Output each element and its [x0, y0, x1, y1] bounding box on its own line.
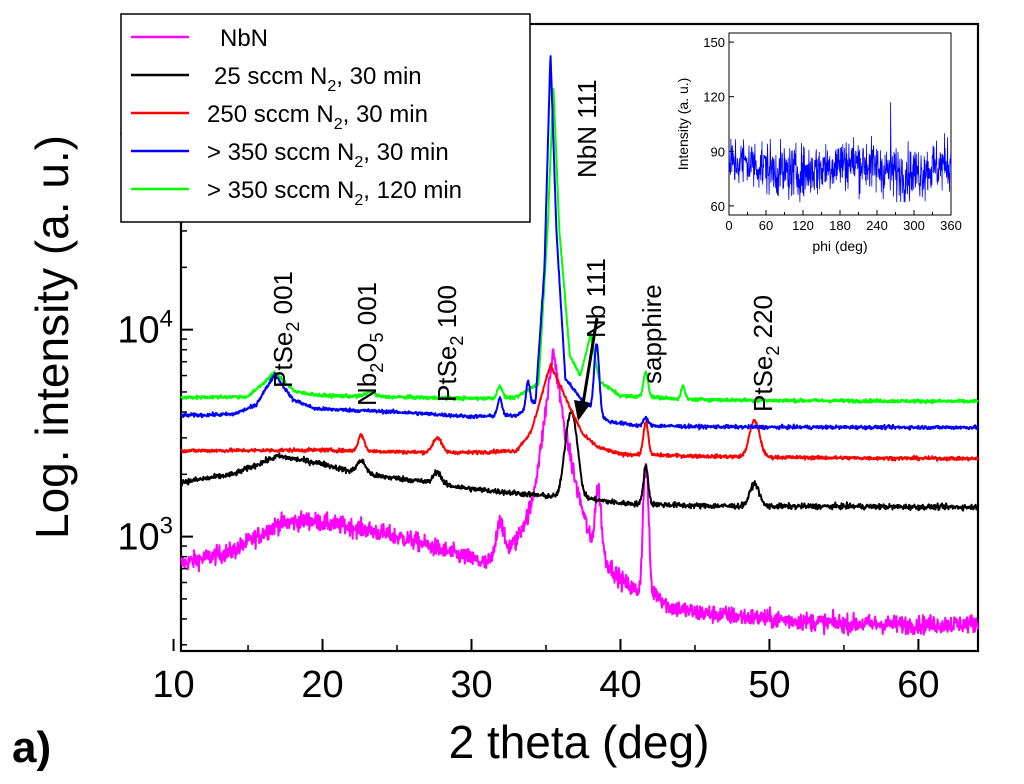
annotation-nb2o5-001: Nb2O5 001 [352, 282, 387, 406]
inset-y-tick-label: 90 [711, 144, 725, 159]
inset-x-tick-label: 120 [792, 218, 814, 233]
annotation-ptse2-220: PtSe2 220 [748, 295, 783, 412]
x-tick-label: 60 [897, 664, 939, 706]
nb-111-arrow-head [574, 400, 591, 421]
series-line-4 [180, 87, 979, 405]
legend-entry: NbN [220, 25, 268, 52]
x-tick-label: 10 [152, 664, 194, 706]
annotation-ptse2-100: PtSe2 100 [432, 285, 467, 402]
series-line-0 [180, 348, 979, 637]
y-tick-label: 103 [117, 513, 173, 559]
panel-label: a) [12, 723, 51, 772]
x-tick-label: 40 [599, 664, 641, 706]
legend-entry: 25 sccm N2, 30 min [214, 63, 422, 95]
inset-x-tick-label: 0 [725, 218, 732, 233]
inset-y-tick-label: 150 [703, 35, 725, 50]
inset-x-tick-label: 60 [759, 218, 773, 233]
annotation-ptse2-001: PtSe2 001 [268, 271, 303, 388]
x-tick-label: 50 [748, 664, 790, 706]
x-axis-label: 2 theta (deg) [449, 716, 710, 768]
inset-y-tick-label: 60 [711, 199, 725, 214]
main-plot-frame [179, 22, 980, 653]
x-tick-label: 20 [301, 664, 343, 706]
series-line-3 [180, 55, 979, 431]
legend-entry: 250 sccm N2, 30 min [207, 101, 428, 133]
inset-y-axis-label: Intensity (a. u.) [675, 78, 691, 171]
series-line-1 [180, 409, 979, 512]
inset-y-tick-label: 120 [703, 90, 725, 105]
annotation-sapphire: sapphire [637, 284, 667, 384]
nb-111-arrow-shaft [581, 317, 599, 405]
inset-frame [728, 32, 952, 216]
peak-annotations: PtSe2 001 Nb2O5 001 PtSe2 100 NbN 111 Nb… [268, 79, 783, 421]
main-axis-ticks: 102030405060103104105 [117, 23, 940, 706]
legend-entry: > 350 sccm N2, 30 min [207, 139, 449, 171]
inset-x-tick-label: 240 [866, 218, 888, 233]
series-line-2 [180, 362, 979, 462]
annotation-nbn-111: NbN 111 [572, 79, 602, 178]
legend: NbN 25 sccm N2, 30 min 250 sccm N2, 30 min… [120, 13, 531, 223]
y-axis-label: Log. intensity (a. u.) [26, 135, 78, 539]
legend-box [120, 13, 531, 223]
inset-x-tick-label: 300 [903, 218, 925, 233]
inset-series-line [728, 102, 952, 203]
inset-x-tick-label: 360 [940, 218, 962, 233]
inset-x-axis-label: phi (deg) [812, 238, 867, 254]
inset-x-tick-label: 180 [829, 218, 851, 233]
x-tick-label: 30 [450, 664, 492, 706]
main-series-group [180, 55, 979, 637]
y-tick-label: 104 [117, 306, 173, 352]
legend-entry: > 350 sccm N2, 120 min [207, 177, 462, 209]
